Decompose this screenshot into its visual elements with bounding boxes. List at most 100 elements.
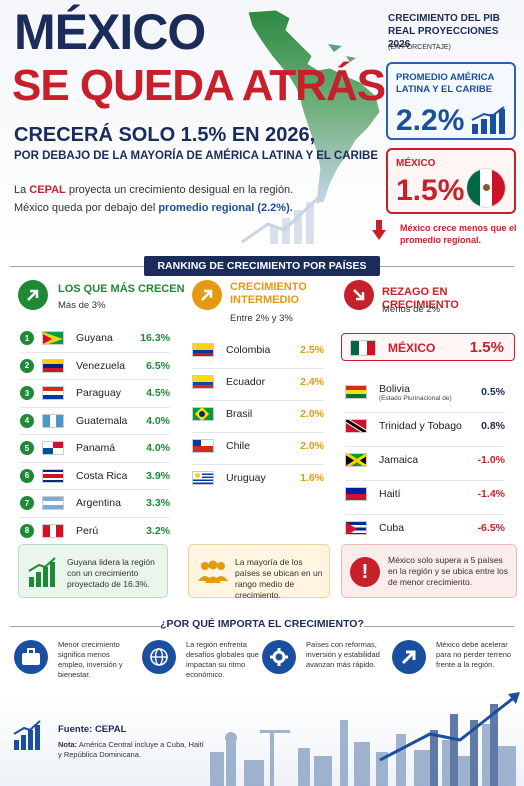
rank-badge: 8 (20, 523, 34, 538)
flag-icon (345, 419, 367, 433)
country-note: (Estado Plurinacional de) (379, 394, 452, 402)
ranking-title: RANKING DE CRECIMIENTO POR PAÍSES (144, 256, 380, 276)
growth-pct: -6.5% (477, 522, 505, 534)
list-item: 1 Guyana 16.3% (20, 326, 170, 350)
growth-pct: -1.0% (477, 454, 505, 466)
country-name: Brasil (226, 408, 253, 420)
list-item: Bolivia (Estado Plurinacional de) 0.5% (345, 380, 505, 404)
rank-badge: 2 (20, 358, 34, 373)
country-name: Haití (379, 488, 401, 500)
rank-badge: 7 (20, 496, 34, 510)
list-item: Uruguay 1.6% (192, 466, 324, 490)
country-name: Ecuador (226, 376, 266, 388)
flag-icon (345, 487, 367, 501)
rank-badge: 3 (20, 386, 34, 400)
divider (10, 626, 160, 627)
flag-icon (42, 496, 64, 510)
growth-pct: 4.0% (146, 442, 170, 454)
people-group-icon (198, 560, 228, 583)
high-growth-callout-text: Guyana lidera la región con un crecimien… (67, 557, 155, 589)
low-growth-callout-text: México solo supera a 5 países en la regi… (388, 555, 509, 587)
flag-icon (345, 453, 367, 467)
growth-arrow-icon (392, 640, 426, 674)
pib-unit-note: (EN PORCENTAJE) (388, 44, 451, 51)
divider (345, 446, 505, 447)
flag-icon (42, 331, 64, 345)
mid-growth-callout-text: La mayoría de los países se ubican en un… (235, 557, 323, 600)
list-item: Colombia 2.5% (192, 338, 324, 362)
growth-pct: 4.5% (146, 387, 170, 399)
country-name: Uruguay (226, 472, 266, 484)
mid-growth-subtitle: Entre 2% y 3% (230, 313, 293, 324)
mexico-row-name: MÉXICO (388, 341, 436, 355)
country-name: Venezuela (76, 359, 126, 372)
intro-line-2: México queda por debajo del promedio reg… (14, 202, 293, 214)
divider (192, 400, 324, 401)
list-item: Jamaica -1.0% (345, 448, 505, 472)
mexico-label: MÉXICO (396, 158, 436, 169)
mexico-flag-icon (350, 340, 376, 356)
list-item: Haití -1.4% (345, 482, 505, 506)
high-growth-subtitle: Más de 3% (58, 300, 106, 311)
country-name: Trinidad y Tobago (379, 420, 462, 432)
growth-pct: 1.6% (300, 472, 324, 484)
warning-icon: ! (350, 557, 380, 587)
arrow-up-right-icon (18, 280, 48, 310)
country-name: Argentina (76, 497, 121, 509)
low-growth-subtitle: Menos de 2% (382, 304, 441, 315)
headline-subtitle-small: POR DEBAJO DE LA MAYORÍA DE AMÉRICA LATI… (14, 150, 378, 162)
country-name: Panamá (76, 442, 116, 454)
list-item: 5 Panamá 4.0% (20, 436, 170, 460)
pib-title: CRECIMIENTO DEL PIB REAL PROYECCIONES 20… (388, 13, 500, 50)
list-item: 8 Perú 3.2% (20, 519, 170, 543)
country-name: Jamaica (379, 454, 419, 466)
low-growth-callout: ! México solo supera a 5 países en la re… (341, 544, 517, 598)
country-name: Paraguay (76, 387, 121, 399)
list-item: 2 Venezuela 6.5% (20, 354, 170, 378)
flag-icon (192, 407, 214, 421)
rank-badge: 1 (20, 331, 34, 345)
why-text: La región enfrenta desafíos globales que… (186, 640, 259, 679)
growth-pct: 2.0% (300, 408, 324, 420)
flag-icon (192, 375, 214, 389)
flag-icon (192, 343, 214, 357)
divider (20, 461, 170, 463)
flag-icon (345, 385, 367, 399)
list-item: 7 Argentina 3.3% (20, 491, 170, 515)
growth-pct: 4.0% (146, 414, 170, 427)
headline-subtitle: CRECERÁ SOLO 1.5% EN 2026, (14, 124, 316, 146)
mexico-value: 1.5% (396, 174, 465, 207)
divider (192, 464, 324, 465)
growth-chart-decoration-icon (241, 196, 320, 244)
flag-icon (345, 521, 367, 535)
gear-icon (262, 640, 296, 674)
rank-badge: 4 (20, 413, 34, 428)
regional-average-highlight: promedio regional (2.2%). (158, 202, 293, 214)
growth-pct: 2.5% (300, 344, 324, 356)
divider (364, 626, 514, 627)
list-item: Trinidad y Tobago 0.8% (345, 414, 505, 438)
mexico-below-average-note: México crece menos que el promedio regio… (400, 223, 517, 245)
flag-icon (192, 439, 214, 453)
divider (192, 432, 324, 433)
rank-badge: 5 (20, 441, 34, 455)
divider (20, 379, 170, 380)
list-item: Cuba -6.5% (345, 516, 505, 540)
mid-growth-title: CRECIMIENTO INTERMEDIO (230, 281, 307, 306)
divider (20, 516, 170, 518)
page-title-red: SE QUEDA ATRÁS (12, 61, 386, 110)
rank-badge: 6 (20, 468, 34, 483)
intro-line-1: La CEPAL proyecta un crecimiento desigua… (14, 184, 294, 196)
list-item: 6 Costa Rica 3.9% (20, 464, 170, 488)
growth-pct: 2.4% (300, 376, 324, 388)
country-name: Cuba (379, 522, 405, 534)
footnote: Nota: América Central incluye a Cuba, Ha… (58, 740, 204, 759)
flag-icon (42, 468, 64, 483)
divider (20, 351, 170, 353)
flag-icon (42, 413, 64, 428)
flag-icon (42, 441, 64, 455)
list-item: Brasil 2.0% (192, 402, 324, 426)
divider (10, 266, 144, 267)
bar-chart-up-icon (471, 106, 505, 134)
